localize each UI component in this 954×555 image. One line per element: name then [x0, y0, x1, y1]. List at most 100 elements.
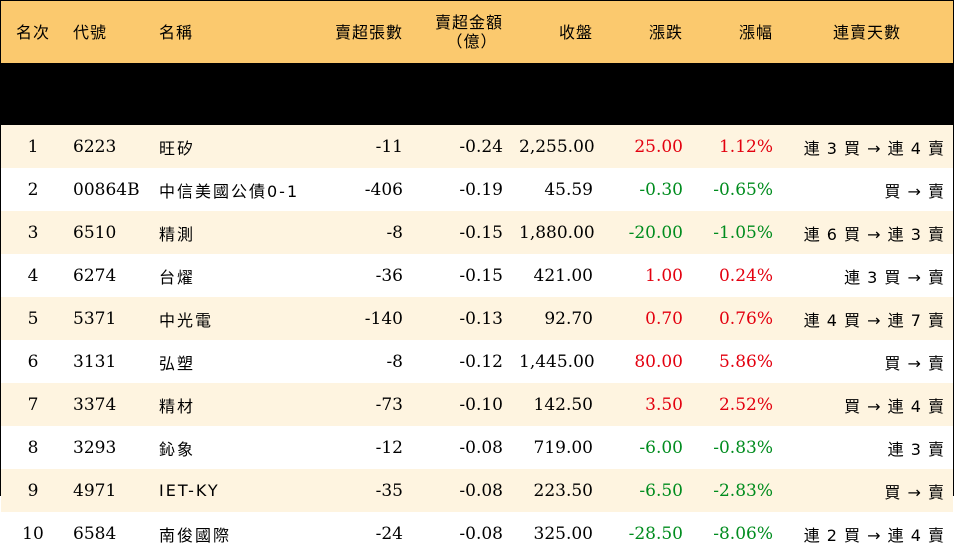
cell-net-sell-amount: -0.10: [459, 394, 503, 415]
cell-name: 中光電: [159, 310, 214, 330]
cell-streak: 買 → 賣: [884, 353, 945, 373]
cell-streak: 買 → 賣: [884, 181, 945, 201]
cell-close: 719.00: [533, 437, 593, 458]
cell-change-pct: -0.83%: [713, 437, 773, 458]
cell-streak: 連 3 賣: [887, 439, 945, 459]
table-row: 8 3293 鈊象 -12 -0.08 719.00 -6.00 -0.83% …: [1, 426, 953, 469]
cell-rank: 9: [27, 480, 39, 501]
header-rank: 名次: [15, 22, 50, 42]
cell-code: 6223: [73, 136, 117, 157]
cell-net-sell-lots: -8: [386, 351, 403, 372]
cell-close: 142.50: [533, 394, 593, 415]
cell-rank: 6: [27, 351, 39, 372]
cell-name: 南俊國際: [159, 525, 232, 545]
cell-change-pct: -0.65%: [713, 179, 773, 200]
cell-change: -20.00: [628, 222, 683, 243]
table-header: 名次 代號 名稱 賣超張數 賣超金額 （億） 收盤 漲跌 漲幅 連賣天數: [1, 1, 953, 125]
cell-net-sell-amount: -0.08: [459, 523, 503, 544]
header-divider-line: [1, 63, 953, 125]
cell-close: 325.00: [533, 523, 593, 544]
cell-change-pct: -1.05%: [713, 222, 773, 243]
cell-change-pct: -8.06%: [713, 523, 773, 544]
cell-name: 精測: [159, 224, 196, 244]
cell-net-sell-amount: -0.12: [459, 351, 503, 372]
cell-name: 弘塑: [159, 353, 196, 373]
cell-change: -6.50: [639, 480, 683, 501]
cell-streak: 連 6 買 → 連 3 賣: [803, 224, 945, 244]
cell-net-sell-amount: -0.08: [459, 437, 503, 458]
table-body: 1 6223 旺矽 -11 -0.24 2,255.00 25.00 1.12%…: [1, 125, 953, 555]
cell-streak: 買 → 賣: [884, 482, 945, 502]
table-row: 7 3374 精材 -73 -0.10 142.50 3.50 2.52% 買 …: [1, 383, 953, 426]
cell-rank: 8: [27, 437, 39, 458]
header-name: 名稱: [159, 22, 194, 42]
cell-change-pct: 2.52%: [718, 394, 773, 415]
cell-net-sell-lots: -12: [375, 437, 403, 458]
cell-change: 80.00: [634, 351, 683, 372]
header-close: 收盤: [558, 22, 593, 42]
cell-net-sell-amount: -0.24: [459, 136, 503, 157]
cell-streak: 連 4 買 → 連 7 賣: [803, 310, 945, 330]
cell-name: 精材: [159, 396, 196, 416]
cell-rank: 7: [27, 394, 39, 415]
cell-streak: 連 2 買 → 連 4 賣: [803, 525, 945, 545]
cell-change: 1.00: [645, 265, 683, 286]
cell-name: 台燿: [159, 267, 196, 287]
cell-close: 45.59: [544, 179, 593, 200]
header-net-sell-lots: 賣超張數: [334, 22, 403, 42]
header-row: 名次 代號 名稱 賣超張數 賣超金額 （億） 收盤 漲跌 漲幅 連賣天數: [1, 1, 953, 63]
table-row: 1 6223 旺矽 -11 -0.24 2,255.00 25.00 1.12%…: [1, 125, 953, 168]
cell-change-pct: 1.12%: [718, 136, 773, 157]
cell-change: 3.50: [645, 394, 683, 415]
cell-net-sell-lots: -140: [364, 308, 403, 329]
cell-net-sell-lots: -11: [375, 136, 403, 157]
cell-code: 6584: [73, 523, 117, 544]
cell-rank: 2: [27, 179, 39, 200]
cell-change-pct: 0.24%: [718, 265, 773, 286]
table-row: 6 3131 弘塑 -8 -0.12 1,445.00 80.00 5.86% …: [1, 340, 953, 383]
table-row: 2 00864B 中信美國公債0-1 -406 -0.19 45.59 -0.3…: [1, 168, 953, 211]
cell-name: 旺矽: [159, 138, 196, 158]
cell-change: 0.70: [645, 308, 683, 329]
cell-code: 00864B: [73, 179, 140, 200]
table-row: 4 6274 台燿 -36 -0.15 421.00 1.00 0.24% 連 …: [1, 254, 953, 297]
cell-code: 3374: [73, 394, 117, 415]
cell-net-sell-amount: -0.15: [459, 222, 503, 243]
cell-code: 6510: [73, 222, 117, 243]
cell-rank: 4: [27, 265, 39, 286]
cell-close: 1,880.00: [519, 222, 595, 243]
cell-code: 3293: [73, 437, 117, 458]
cell-rank: 3: [27, 222, 39, 243]
table-row: 9 4971 IET-KY -35 -0.08 223.50 -6.50 -2.…: [1, 469, 953, 512]
cell-change: 25.00: [634, 136, 683, 157]
cell-code: 6274: [73, 265, 117, 286]
cell-streak: 連 3 買 → 連 4 賣: [803, 138, 945, 158]
cell-change-pct: 5.86%: [718, 351, 773, 372]
table-row: 5 5371 中光電 -140 -0.13 92.70 0.70 0.76% 連…: [1, 297, 953, 340]
header-net-sell-amount: 賣超金額 （億）: [411, 1, 511, 63]
cell-net-sell-amount: -0.19: [459, 179, 503, 200]
cell-net-sell-lots: -73: [375, 394, 403, 415]
cell-net-sell-amount: -0.08: [459, 480, 503, 501]
cell-close: 223.50: [533, 480, 593, 501]
cell-close: 2,255.00: [519, 136, 595, 157]
cell-code: 3131: [73, 351, 117, 372]
cell-net-sell-lots: -8: [386, 222, 403, 243]
cell-change-pct: 0.76%: [718, 308, 773, 329]
header-streak: 連賣天數: [832, 22, 901, 42]
cell-rank: 10: [22, 523, 44, 544]
cell-net-sell-lots: -24: [375, 523, 403, 544]
cell-change: -28.50: [628, 523, 683, 544]
cell-net-sell-lots: -406: [364, 179, 403, 200]
cell-name: 鈊象: [159, 439, 196, 459]
cell-net-sell-lots: -36: [375, 265, 403, 286]
cell-name: 中信美國公債0-1: [159, 181, 300, 201]
cell-name: IET-KY: [159, 481, 220, 500]
cell-net-sell-lots: -35: [375, 480, 403, 501]
cell-rank: 5: [27, 308, 39, 329]
cell-streak: 買 → 連 4 賣: [844, 396, 945, 416]
cell-close: 92.70: [544, 308, 593, 329]
header-divider: [1, 63, 953, 125]
cell-code: 4971: [73, 480, 117, 501]
